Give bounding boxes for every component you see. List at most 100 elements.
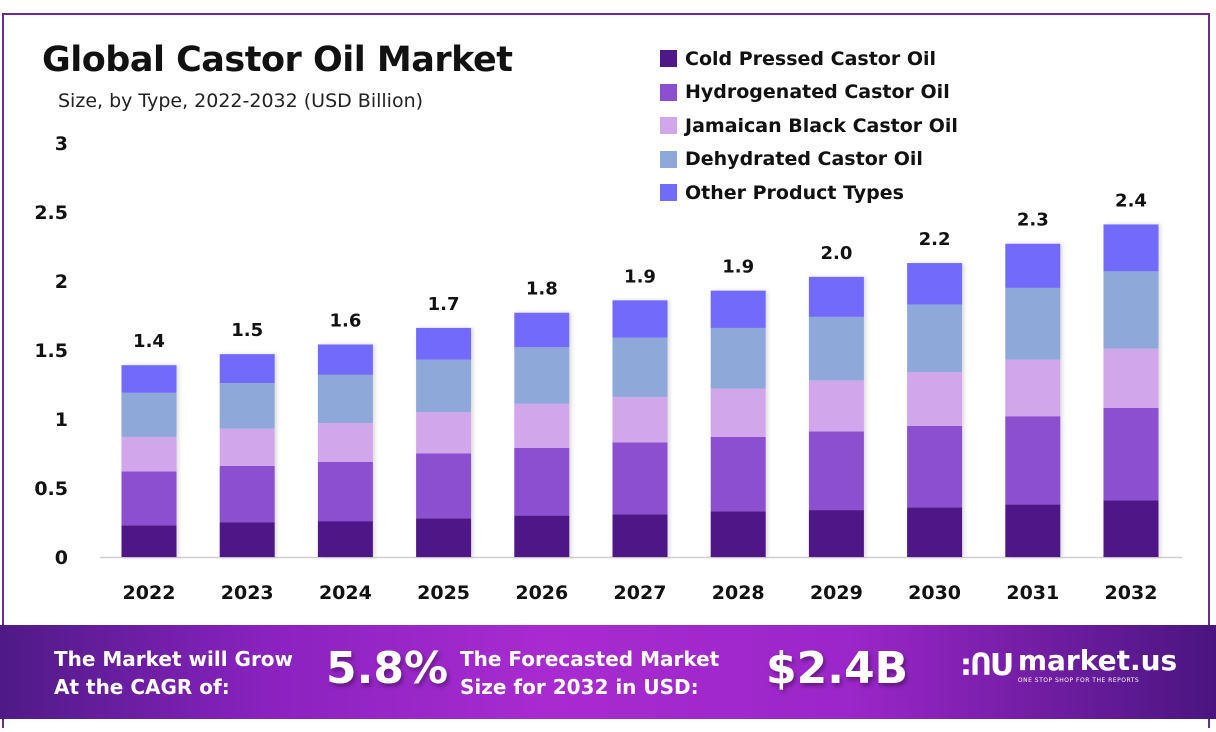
- legend-item-hydrogenated: Hydrogenated Castor Oil: [660, 76, 958, 110]
- bar-segment: [1103, 224, 1159, 272]
- bar-total-label: 1.9: [624, 266, 656, 287]
- bar-total-label: 2.2: [919, 229, 951, 250]
- legend-item-cold-pressed: Cold Pressed Castor Oil: [660, 42, 958, 76]
- bar-segment: [1103, 407, 1159, 501]
- bar-segment: [808, 316, 864, 381]
- bar-stack: [612, 300, 668, 557]
- bar-segment: [121, 365, 177, 393]
- y-axis: 0 0.5 1 1.5 2 2.5 3: [34, 133, 68, 569]
- bars: 1.4 1.5 1.6 1.7 1.8 1.9 1.9 2.0 2.2 2.3 2.4: [121, 190, 1159, 557]
- chart-title: Global Castor Oil Market: [42, 40, 513, 80]
- bar-segment: [121, 525, 177, 557]
- legend-swatch: [660, 83, 677, 101]
- bar-total-label: 1.7: [428, 294, 460, 315]
- x-tick-label: 2029: [810, 582, 863, 604]
- bar-segment: [121, 436, 177, 472]
- bar-segment: [612, 442, 668, 515]
- bar-segment: [710, 327, 766, 389]
- bar-segment: [808, 380, 864, 432]
- bar-total-label: 1.9: [722, 257, 754, 278]
- bar-segment: [121, 471, 177, 526]
- bar-segment: [416, 359, 472, 413]
- bar-segment: [710, 511, 766, 557]
- y-tick-label: 0: [55, 547, 68, 569]
- legend-label: Dehydrated Castor Oil: [685, 148, 923, 171]
- legend-item-other: Other Product Types: [660, 176, 958, 210]
- x-axis: 2022 2023 2024 2025 2026 2027 2028 2029 2030 2031…: [123, 582, 1158, 604]
- bar-segment: [219, 428, 275, 466]
- x-tick-label: 2026: [515, 582, 568, 604]
- x-tick-label: 2023: [221, 582, 274, 604]
- bar-segment: [317, 461, 373, 522]
- y-tick-label: 1: [55, 409, 68, 431]
- legend-item-jamaican-black: Jamaican Black Castor Oil: [660, 109, 958, 143]
- x-tick-label: 2031: [1006, 582, 1059, 604]
- bar-segment: [612, 300, 668, 338]
- y-tick-label: 2.5: [34, 202, 68, 224]
- bar-segment: [317, 521, 373, 557]
- bar-total-label: 2.4: [1115, 190, 1147, 211]
- bar-segment: [317, 344, 373, 375]
- bar-segment: [710, 388, 766, 437]
- footer-banner: The Market will Grow At the CAGR of: 5.8…: [0, 625, 1216, 719]
- bar-stack: [514, 312, 570, 557]
- bar-segment: [514, 447, 570, 516]
- bar-segment: [317, 374, 373, 424]
- bar-segment: [907, 425, 963, 508]
- y-tick-label: 3: [55, 133, 68, 155]
- bar-segment: [907, 304, 963, 373]
- legend-item-dehydrated: Dehydrated Castor Oil: [660, 143, 958, 177]
- bar-segment: [1005, 359, 1061, 417]
- brand-logo: :ՈՍ market.us ONE STOP SHOP FOR THE REPO…: [960, 644, 1178, 685]
- bar-segment: [121, 392, 177, 437]
- forecast-value: $2.4B: [766, 643, 909, 694]
- legend-label: Hydrogenated Castor Oil: [685, 81, 950, 104]
- bar-stack: [808, 276, 864, 557]
- bar-total-label: 2.0: [820, 243, 852, 264]
- bar-segment: [416, 327, 472, 360]
- bar-segment: [1005, 504, 1061, 557]
- bar-segment: [514, 312, 570, 348]
- y-tick-label: 1.5: [34, 340, 68, 362]
- bar-total-label: 1.8: [526, 279, 558, 300]
- cagr-label: The Market will Grow At the CAGR of:: [54, 645, 293, 701]
- bar-segment: [710, 290, 766, 328]
- bar-segment: [219, 465, 275, 523]
- bar-segment: [1005, 287, 1061, 360]
- bar-segment: [808, 431, 864, 511]
- cagr-label-line2: At the CAGR of:: [54, 675, 230, 699]
- y-tick-label: 2: [55, 271, 68, 293]
- brand-name: market.us: [1017, 644, 1178, 677]
- bar-segment: [416, 518, 472, 557]
- bar-segment: [808, 510, 864, 557]
- legend: Cold Pressed Castor Oil Hydrogenated Cas…: [660, 42, 958, 210]
- legend-swatch: [660, 117, 677, 135]
- x-tick-label: 2025: [417, 582, 470, 604]
- bar-stack: [1005, 243, 1061, 557]
- stacked-bar-chart: 0 0.5 1 1.5 2 2.5 3 1.4 1.5 1.6 1.7 1.8 1.9 1.9 2.0 2.…: [34, 133, 1182, 604]
- bar-stack: [317, 344, 373, 557]
- forecast-label-line2: Size for 2032 in USD:: [460, 675, 699, 699]
- legend-swatch: [660, 150, 677, 168]
- bar-stack: [219, 354, 275, 557]
- x-tick-label: 2022: [123, 582, 176, 604]
- bar-total-label: 1.5: [231, 320, 263, 341]
- bar-segment: [907, 263, 963, 305]
- cagr-label-line1: The Market will Grow: [54, 647, 294, 671]
- brand-tagline: ONE STOP SHOP FOR THE REPORTS: [1017, 677, 1140, 684]
- x-tick-label: 2028: [712, 582, 765, 604]
- bar-segment: [317, 423, 373, 462]
- cagr-value: 5.8%: [326, 643, 449, 694]
- legend-label: Other Product Types: [685, 181, 904, 204]
- bar-segment: [514, 347, 570, 404]
- x-tick-label: 2027: [614, 582, 667, 604]
- legend-swatch: [660, 184, 677, 202]
- bar-segment: [808, 276, 864, 317]
- legend-label: Jamaican Black Castor Oil: [685, 114, 958, 137]
- x-tick-label: 2030: [908, 582, 961, 604]
- bar-segment: [514, 515, 570, 557]
- bar-total-label: 1.4: [133, 331, 165, 352]
- bar-stack: [121, 365, 177, 557]
- bar-total-label: 2.3: [1017, 210, 1049, 231]
- bar-stack: [1103, 224, 1159, 557]
